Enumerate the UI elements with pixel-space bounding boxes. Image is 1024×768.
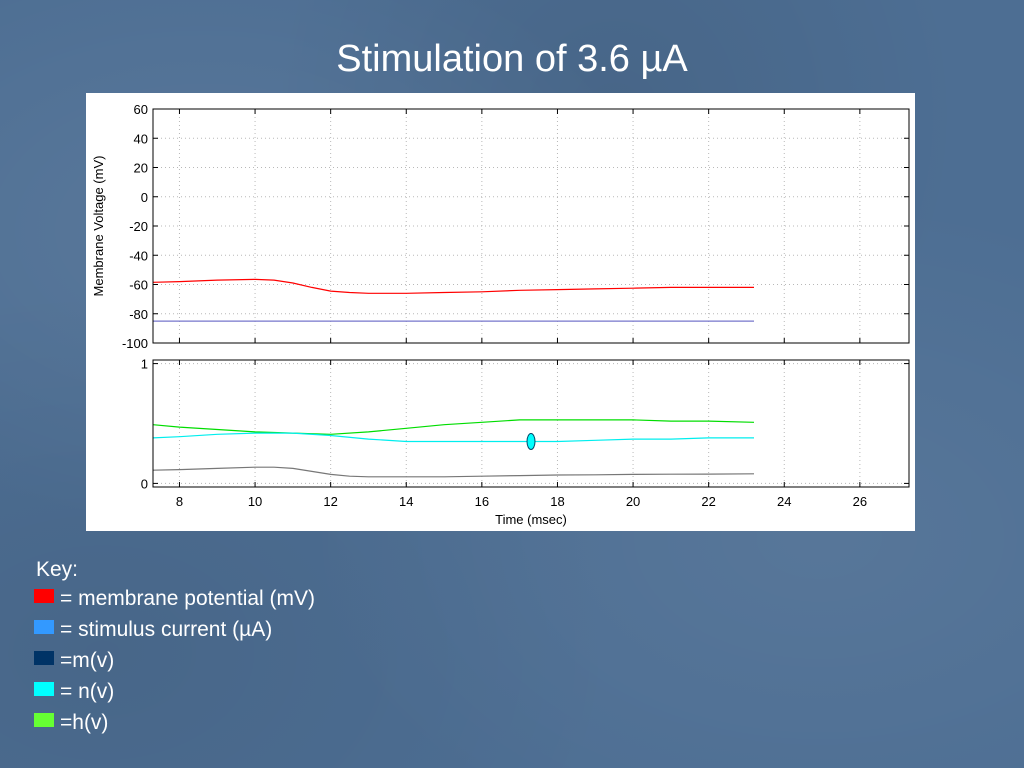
x-tick-label: 12 (323, 494, 337, 509)
y-tick-label: -80 (129, 307, 148, 322)
key-label-membrane-potential: = membrane potential (mV) (60, 587, 316, 610)
annotation-marker (526, 432, 536, 450)
key-label-m: =m(v) (60, 649, 115, 672)
chart-figure: -100 -80 -60 -40 -20 0 20 40 60 Membrane Voltage … (91, 102, 910, 527)
y-tick-label: 1 (141, 357, 148, 372)
key-swatch-membrane-potential (34, 589, 54, 603)
key-label-h: =h(v) (60, 711, 109, 734)
x-tick-label: 10 (248, 494, 262, 509)
y-tick-label: -100 (122, 336, 148, 351)
x-tick-label: 26 (853, 494, 867, 509)
key-swatch-n (34, 682, 54, 696)
key-swatch-h (34, 713, 54, 727)
series-line-0 (152, 278, 754, 294)
x-tick-label: 22 (701, 494, 715, 509)
slide-title: Stimulation of 3.6 µA (336, 38, 688, 80)
key-label-stimulus-current: = stimulus current (µA) (60, 618, 273, 641)
series-line-1 (152, 432, 754, 443)
axes-frame (152, 108, 910, 344)
series-line-0 (152, 419, 755, 435)
y-tick-label: 40 (134, 131, 148, 146)
y-tick-label: -60 (129, 278, 148, 293)
y-tick-label: -20 (129, 219, 148, 234)
x-tick-label: 8 (176, 494, 183, 509)
x-tick-label: 24 (777, 494, 791, 509)
key-label-n: = n(v) (60, 680, 115, 703)
x-axis-title: Time (msec) (495, 512, 567, 527)
x-tick-label: 20 (626, 494, 640, 509)
y-axis-title: Membrane Voltage (mV) (91, 156, 106, 297)
key-title: Key: (36, 558, 79, 581)
y-tick-label: 20 (134, 161, 148, 176)
y-tick-label: -40 (129, 248, 148, 263)
axes-frame (152, 359, 910, 488)
x-tick-label: 18 (550, 494, 564, 509)
y-tick-label: 0 (141, 190, 148, 205)
key-swatch-m (34, 651, 54, 665)
y-tick-label: 60 (134, 102, 148, 117)
voltage-plot: -100 -80 -60 -40 -20 0 20 40 60 Membrane Voltage … (91, 102, 910, 351)
figure-panel: -100 -80 -60 -40 -20 0 20 40 60 Membrane Voltage … (86, 93, 915, 531)
key-swatch-stimulus-current (34, 620, 54, 634)
x-tick-label: 16 (475, 494, 489, 509)
y-tick-label: 0 (141, 476, 148, 491)
series-line-2 (152, 466, 755, 478)
x-tick-label: 14 (399, 494, 413, 509)
